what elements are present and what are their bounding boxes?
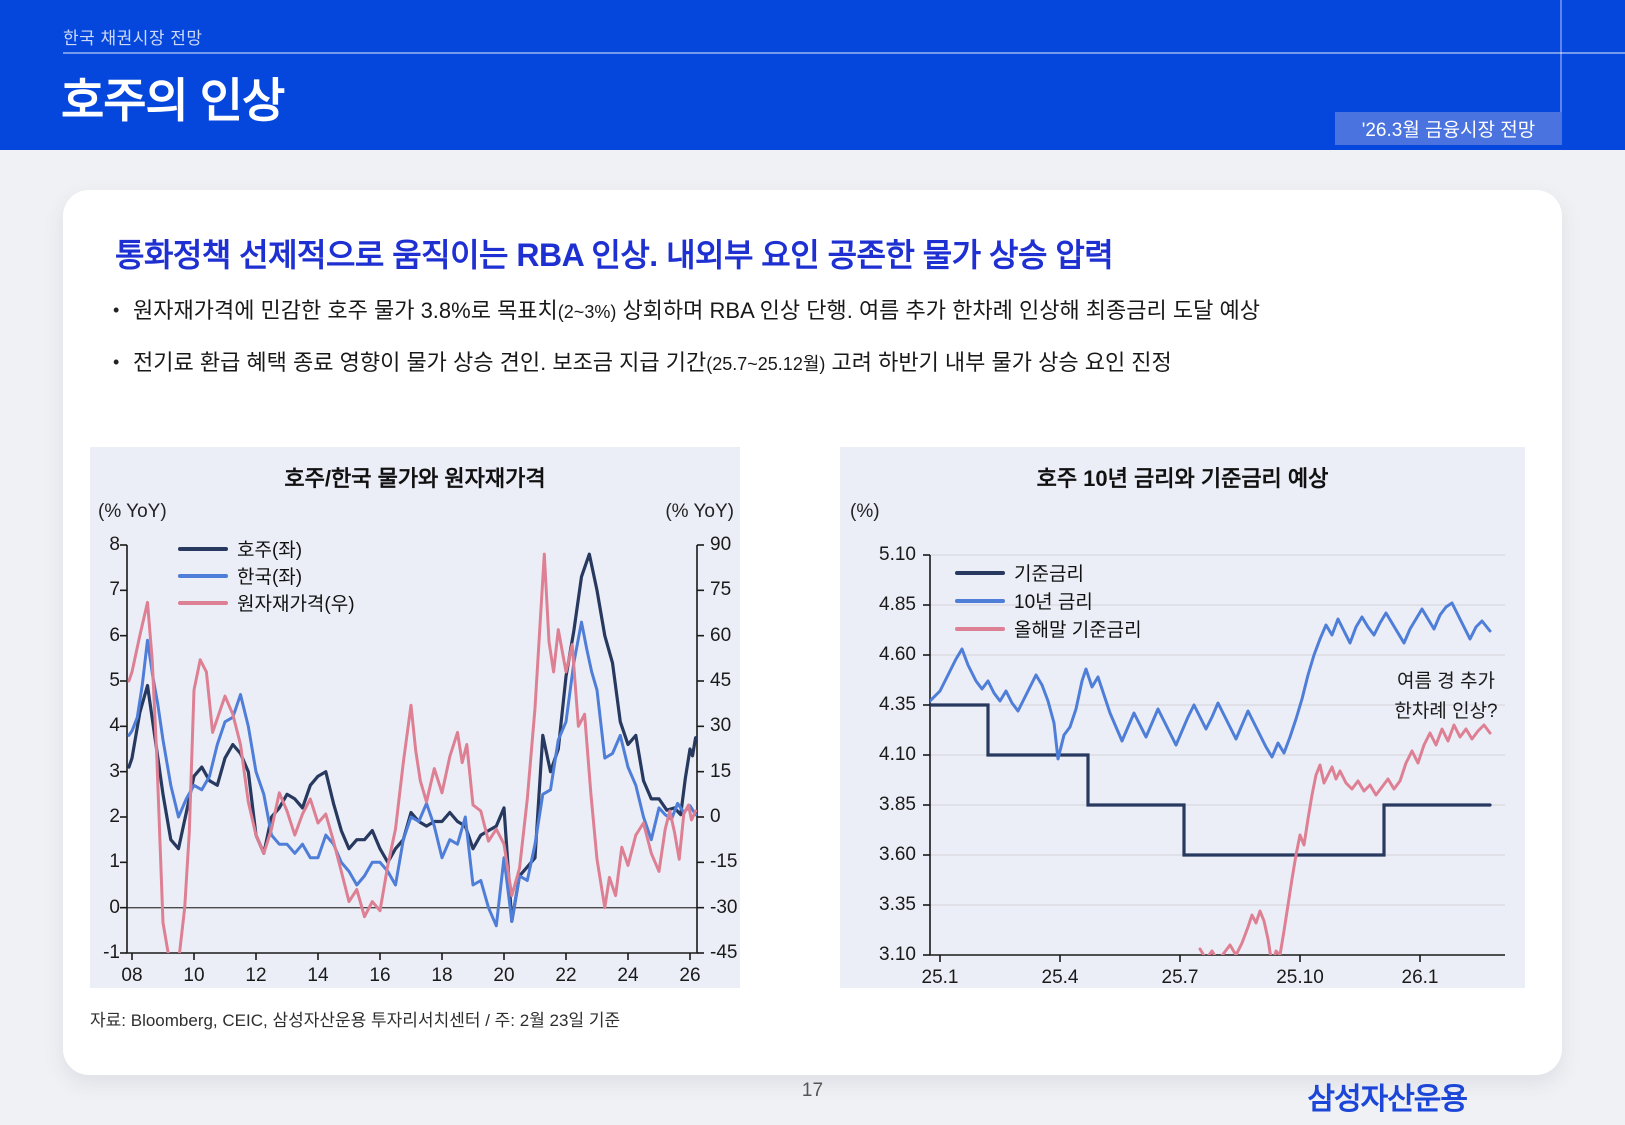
x-axis-tick: 20 xyxy=(493,965,515,986)
page-number: 17 xyxy=(801,1080,824,1101)
legend-label: 10년 금리 xyxy=(1014,592,1093,613)
y-axis-tick-left: 8 xyxy=(109,534,120,555)
y-axis-tick-right: -30 xyxy=(710,896,738,918)
legend-label: 원자재가격(우) xyxy=(237,594,355,615)
y-axis-tick-right: 0 xyxy=(710,806,721,827)
y-axis-tick: 5.10 xyxy=(879,544,916,565)
x-axis-tick: 25.10 xyxy=(1276,967,1324,988)
x-axis-tick: 26 xyxy=(679,965,701,986)
content-card: 통화정책 선제적으로 움직이는 RBA 인상. 내외부 요인 공존한 물가 상승… xyxy=(63,190,1562,1075)
y-axis-tick-right: 45 xyxy=(710,670,732,691)
legend-swatch-line xyxy=(955,626,1005,631)
bullet-item: 원자재가격에 민감한 호주 물가 3.8%로 목표치(2~3%) 상회하며 RB… xyxy=(111,294,1260,329)
legend-item: 기준금리 xyxy=(955,559,1084,586)
legend-label: 한국(좌) xyxy=(237,567,303,588)
legend-item: 10년 금리 xyxy=(955,587,1093,614)
y-axis-tick: 4.10 xyxy=(879,744,916,765)
breadcrumb: 한국 채권시장 전망 xyxy=(63,29,203,48)
y-axis-tick: 3.10 xyxy=(879,944,916,965)
y-axis-unit: (%) xyxy=(850,501,880,522)
chart-title: 호주 10년 금리와 기준금리 예상 xyxy=(1036,466,1329,491)
banner-divider xyxy=(63,52,1625,54)
chart-annotation: 여름 경 추가 한차례 인상? xyxy=(1394,671,1498,722)
y-axis-tick-left: 6 xyxy=(109,624,120,646)
y-axis-tick-left: 7 xyxy=(109,579,120,601)
y-axis-tick-right: -45 xyxy=(710,942,738,963)
badge-divider xyxy=(1560,0,1562,112)
x-axis-tick: 26.1 xyxy=(1401,967,1439,988)
legend-label: 올해말 기준금리 xyxy=(1014,620,1142,641)
x-axis-tick: 25.7 xyxy=(1161,967,1199,988)
y-axis-tick-left: 4 xyxy=(109,715,120,737)
left-axis-unit: (% YoY) xyxy=(98,501,167,522)
y-axis-tick: 4.35 xyxy=(879,694,916,715)
y-axis-tick: 4.60 xyxy=(879,644,916,665)
y-axis-tick-right: 30 xyxy=(710,715,732,737)
x-axis-tick: 25.4 xyxy=(1041,967,1079,988)
y-axis-tick-right: 15 xyxy=(710,760,732,782)
y-axis-tick-right: 60 xyxy=(710,624,732,646)
legend-item: 원자재가격(우) xyxy=(178,589,355,616)
chart-aus-rates: 호주 10년 금리와 기준금리 예상 (%) 5.10 4.85 4.60 4.35 4.1… xyxy=(840,447,1525,988)
legend-item: 한국(좌) xyxy=(178,562,302,589)
page-title: 호주의 인상 xyxy=(61,74,285,127)
x-axis-tick: 22 xyxy=(555,965,577,986)
y-axis-tick-left: 1 xyxy=(109,851,120,873)
source-note: 자료: Bloomberg, CEIC, 삼성자산운용 투자리서치센터 / 주:… xyxy=(90,1011,621,1030)
legend-item: 호주(좌) xyxy=(178,535,302,562)
x-axis-tick: 16 xyxy=(369,965,391,986)
legend-item: 올해말 기준금리 xyxy=(955,615,1142,642)
legend-swatch-line xyxy=(178,573,228,578)
x-axis-tick: 12 xyxy=(245,965,267,986)
banner: 한국 채권시장 전망 호주의 인상 '26.3월 금융시장 전망 xyxy=(0,0,1625,150)
x-axis-tick: 08 xyxy=(121,965,143,986)
y-axis-tick-right: -15 xyxy=(710,851,738,873)
y-axis-tick-left: 0 xyxy=(109,896,120,918)
y-axis-tick-left: 3 xyxy=(109,760,120,782)
legend-swatch-line xyxy=(178,546,228,551)
company-logo: 삼성자산운용 xyxy=(1307,1083,1468,1116)
y-axis-tick-left: -1 xyxy=(103,942,120,963)
x-axis-tick: 25.1 xyxy=(921,967,959,988)
x-axis-tick: 24 xyxy=(617,965,639,986)
y-axis-tick: 3.60 xyxy=(879,844,916,865)
legend-swatch-line xyxy=(955,570,1005,575)
legend-label: 기준금리 xyxy=(1014,564,1084,585)
x-axis-tick: 18 xyxy=(431,965,453,986)
chart-inflation-commodity: 호주/한국 물가와 원자재가격 (% YoY) (% YoY) 8 7 6 5 4 3 2 1 0 -1… xyxy=(90,447,740,988)
y-axis-tick-left: 5 xyxy=(109,670,120,691)
legend-swatch-line xyxy=(178,600,228,605)
section-heading: 통화정책 선제적으로 움직이는 RBA 인상. 내외부 요인 공존한 물가 상승… xyxy=(115,237,1114,273)
right-axis-unit: (% YoY) xyxy=(665,501,734,522)
x-axis-tick: 10 xyxy=(183,965,205,986)
bullet-list: 원자재가격에 민감한 호주 물가 3.8%로 목표치(2~3%) 상회하며 RB… xyxy=(111,294,1260,398)
y-axis-tick-right: 90 xyxy=(710,534,732,555)
bullet-item: 전기료 환급 혜택 종료 영향이 물가 상승 견인. 보조금 지급 기간(25.… xyxy=(111,346,1260,381)
x-axis-tick: 14 xyxy=(307,965,329,986)
y-axis-tick-right: 75 xyxy=(710,579,732,601)
y-axis-tick: 3.85 xyxy=(879,794,916,815)
y-axis-tick-left: 2 xyxy=(109,806,120,827)
y-axis-tick: 4.85 xyxy=(879,594,916,615)
legend-label: 호주(좌) xyxy=(237,540,303,561)
legend-swatch-line xyxy=(955,598,1005,603)
edition-badge: '26.3월 금융시장 전망 xyxy=(1335,112,1562,145)
chart-title: 호주/한국 물가와 원자재가격 xyxy=(284,466,546,491)
y-axis-tick: 3.35 xyxy=(879,894,916,915)
